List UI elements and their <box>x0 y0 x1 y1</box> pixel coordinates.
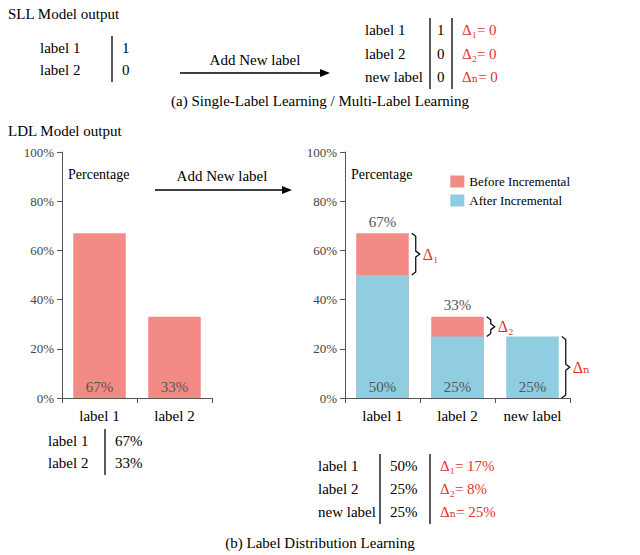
svg-text:label 1: label 1 <box>362 408 402 424</box>
svg-text:new label: new label <box>318 504 376 520</box>
svg-text:Δ₂= 0: Δ₂= 0 <box>462 46 497 62</box>
svg-text:33%: 33% <box>161 379 189 395</box>
svg-text:20%: 20% <box>30 341 54 356</box>
svg-text:67%: 67% <box>86 379 114 395</box>
svg-text:new label: new label <box>504 408 562 424</box>
svg-text:Δₙ= 25%: Δₙ= 25% <box>440 504 496 520</box>
svg-text:Percentage: Percentage <box>68 167 129 182</box>
svg-text:33%: 33% <box>444 297 472 313</box>
svg-text:Δₙ= 0: Δₙ= 0 <box>462 69 498 85</box>
svg-text:67%: 67% <box>369 214 397 230</box>
svg-text:Δ₁= 17%: Δ₁= 17% <box>440 458 495 474</box>
svg-text:label 2: label 2 <box>48 455 88 471</box>
svg-text:(b) Label Distribution Learnin: (b) Label Distribution Learning <box>225 535 415 552</box>
svg-text:25%: 25% <box>390 504 418 520</box>
svg-text:50%: 50% <box>369 379 397 395</box>
svg-text:67%: 67% <box>115 433 143 449</box>
svg-text:label 1: label 1 <box>365 22 405 38</box>
svg-text:SLL Model output: SLL Model output <box>8 6 120 22</box>
svg-text:0: 0 <box>437 46 445 62</box>
svg-text:label 2: label 2 <box>318 481 358 497</box>
svg-text:label 1: label 1 <box>79 408 119 424</box>
svg-text:1: 1 <box>437 22 445 38</box>
svg-text:label 2: label 2 <box>437 408 477 424</box>
svg-text:label 2: label 2 <box>365 46 405 62</box>
svg-text:80%: 80% <box>313 194 337 209</box>
svg-text:0: 0 <box>437 69 445 85</box>
svg-text:0%: 0% <box>37 391 55 406</box>
svg-text:80%: 80% <box>30 194 54 209</box>
svg-text:25%: 25% <box>390 481 418 497</box>
svg-text:Percentage: Percentage <box>351 167 412 182</box>
svg-text:33%: 33% <box>115 455 143 471</box>
svg-text:new label: new label <box>365 69 423 85</box>
svg-text:0: 0 <box>122 62 130 78</box>
svg-text:label 1: label 1 <box>48 433 88 449</box>
svg-text:Δ₁: Δ₁ <box>423 246 439 263</box>
svg-text:After Incremental: After Incremental <box>469 193 562 208</box>
svg-text:Δ₂: Δ₂ <box>498 318 514 335</box>
svg-text:(a) Single-Label Learning / Mu: (a) Single-Label Learning / Multi-Label … <box>171 93 469 110</box>
svg-text:Add New label: Add New label <box>177 168 268 184</box>
svg-text:0%: 0% <box>320 391 338 406</box>
svg-text:label 2: label 2 <box>40 62 80 78</box>
svg-text:label 1: label 1 <box>318 458 358 474</box>
svg-text:20%: 20% <box>313 341 337 356</box>
svg-text:100%: 100% <box>307 145 338 160</box>
svg-text:Before Incremental: Before Incremental <box>469 174 570 189</box>
svg-text:25%: 25% <box>519 379 547 395</box>
svg-text:Δ₂= 8%: Δ₂= 8% <box>440 481 487 497</box>
svg-text:100%: 100% <box>24 145 55 160</box>
svg-text:60%: 60% <box>30 243 54 258</box>
svg-text:25%: 25% <box>444 379 472 395</box>
svg-text:60%: 60% <box>313 243 337 258</box>
svg-text:LDL Model output: LDL Model output <box>8 123 122 139</box>
svg-text:Δ₁= 0: Δ₁= 0 <box>462 22 497 38</box>
svg-text:40%: 40% <box>30 292 54 307</box>
svg-text:50%: 50% <box>390 458 418 474</box>
svg-text:Δₙ: Δₙ <box>573 359 590 376</box>
svg-text:label 1: label 1 <box>40 40 80 56</box>
svg-text:label 2: label 2 <box>154 408 194 424</box>
svg-text:1: 1 <box>122 40 130 56</box>
svg-text:Add New label: Add New label <box>210 52 301 68</box>
svg-text:40%: 40% <box>313 292 337 307</box>
